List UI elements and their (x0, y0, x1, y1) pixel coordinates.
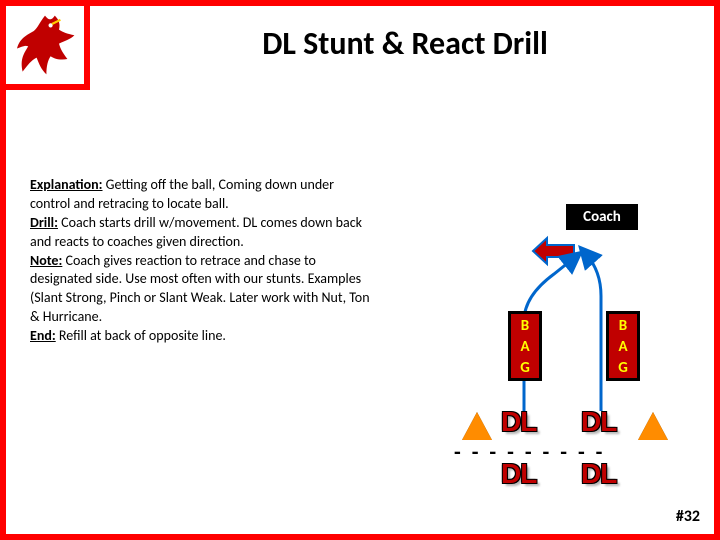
logo-box (0, 0, 90, 90)
slide-number: #32 (676, 507, 700, 526)
dl-player-back-left: DL (501, 458, 536, 490)
note-text: Coach gives reaction to retrace and chas… (30, 252, 370, 326)
eagle-logo-icon (10, 10, 80, 80)
bag-letter: B (511, 316, 539, 337)
explanation-block: Explanation: Getting off the ball, Comin… (30, 176, 370, 346)
note-label: Note: (30, 252, 62, 269)
cone-left-icon (462, 412, 492, 440)
bag-left: B A G (508, 311, 542, 381)
bag-right: B A G (606, 311, 640, 381)
bag-letter: G (609, 358, 637, 379)
dl-player-front-right: DL (581, 406, 616, 438)
dl-player-front-left: DL (501, 406, 536, 438)
dl-player-back-right: DL (581, 458, 616, 490)
explanation-label: Explanation: (30, 176, 103, 193)
bag-letter: A (609, 337, 637, 358)
bag-letter: A (511, 337, 539, 358)
drill-label: Drill: (30, 214, 58, 231)
slide-title: DL Stunt & React Drill (96, 24, 714, 63)
bag-letter: B (609, 316, 637, 337)
drill-text: Coach starts drill w/movement. DL comes … (30, 214, 362, 250)
cone-right-icon (638, 412, 668, 440)
end-label: End: (30, 327, 56, 344)
slide: DL Stunt & React Drill Explanation: Gett… (0, 0, 720, 540)
dashed-line: - - - - - - - - - (454, 438, 684, 465)
end-text: Refill at back of opposite line. (56, 327, 226, 344)
drill-diagram: Coach B A G (406, 156, 706, 486)
bag-letter: G (511, 358, 539, 379)
